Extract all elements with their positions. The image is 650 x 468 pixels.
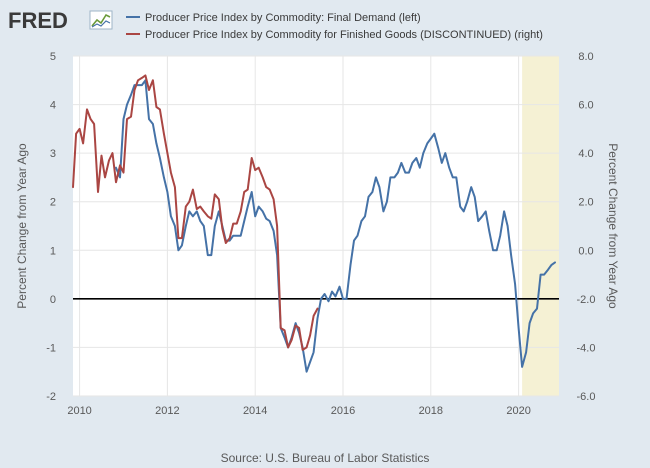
y-left-tick-label: -2: [46, 391, 56, 403]
x-tick-label: 2014: [243, 405, 267, 417]
series-line-finished-goods[interactable]: [72, 74, 319, 351]
source-note: Source: U.S. Bureau of Labor Statistics: [221, 451, 430, 465]
y-right-tick-label: 8.0: [578, 51, 593, 63]
y-left-tick-label: 2: [50, 197, 56, 209]
y-right-tick-label: -6.0: [577, 391, 596, 403]
fred-logo[interactable]: FRED: [8, 8, 113, 33]
x-tick-label: 2010: [67, 405, 91, 417]
y-left-tick-label: 3: [50, 148, 56, 160]
series-line-final-demand[interactable]: [115, 79, 556, 373]
x-tick-label: 2012: [155, 405, 179, 417]
y-right-tick-label: -4.0: [577, 342, 596, 354]
y-left-tick-label: 0: [50, 294, 56, 306]
y-right-tick-label: 2.0: [578, 197, 593, 209]
fred-chart-icon: [89, 10, 113, 30]
x-axis: 2010 2012 2014 2016 2018 2020: [67, 405, 531, 417]
y-axis-left: -2 -1 0 1 2 3 4 5: [46, 51, 56, 403]
y-left-tick-label: 1: [50, 245, 56, 257]
x-tick-label: 2020: [506, 405, 530, 417]
y-axis-left-title: Percent Change from Year Ago: [15, 143, 29, 309]
y-left-tick-label: 4: [50, 100, 56, 112]
y-right-tick-label: 4.0: [578, 148, 593, 160]
plot-area: [73, 56, 559, 396]
x-tick-label: 2018: [419, 405, 443, 417]
y-axis-right: -6.0 -4.0 -2.0 0.0 2.0 4.0 6.0 8.0: [577, 51, 596, 403]
y-right-tick-label: -2.0: [577, 294, 596, 306]
y-right-tick-label: 0.0: [578, 245, 593, 257]
legend-label-finished-goods: Producer Price Index by Commodity for Fi…: [145, 29, 543, 41]
series-layer: [72, 74, 556, 373]
y-left-tick-label: 5: [50, 51, 56, 63]
legend: Producer Price Index by Commodity: Final…: [126, 12, 543, 41]
legend-label-final-demand: Producer Price Index by Commodity: Final…: [145, 12, 421, 24]
legend-item-finished-goods[interactable]: Producer Price Index by Commodity for Fi…: [126, 29, 543, 41]
fred-logo-text: FRED: [8, 8, 68, 33]
legend-item-final-demand[interactable]: Producer Price Index by Commodity: Final…: [126, 12, 421, 24]
y-axis-right-title: Percent Change from Year Ago: [606, 143, 620, 309]
y-right-tick-label: 6.0: [578, 100, 593, 112]
x-tick-label: 2016: [331, 405, 355, 417]
y-left-tick-label: -1: [46, 342, 56, 354]
